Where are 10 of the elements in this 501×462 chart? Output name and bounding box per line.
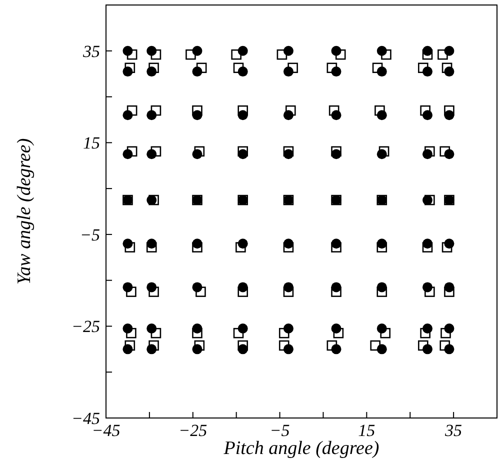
y-tick-label: −5 [80, 225, 100, 244]
y-axis-title: Yaw angle (degree) [14, 138, 35, 285]
x-tick-label: 35 [444, 421, 462, 440]
y-tick-label: 15 [83, 134, 100, 153]
x-axis-title: Pitch angle (degree) [222, 438, 380, 459]
x-tick-label: −5 [270, 421, 290, 440]
y-tick-label: −25 [72, 317, 100, 336]
x-tick-label: 15 [358, 421, 376, 440]
y-tick-label: 35 [82, 42, 100, 61]
x-tick-label: −25 [178, 421, 208, 440]
